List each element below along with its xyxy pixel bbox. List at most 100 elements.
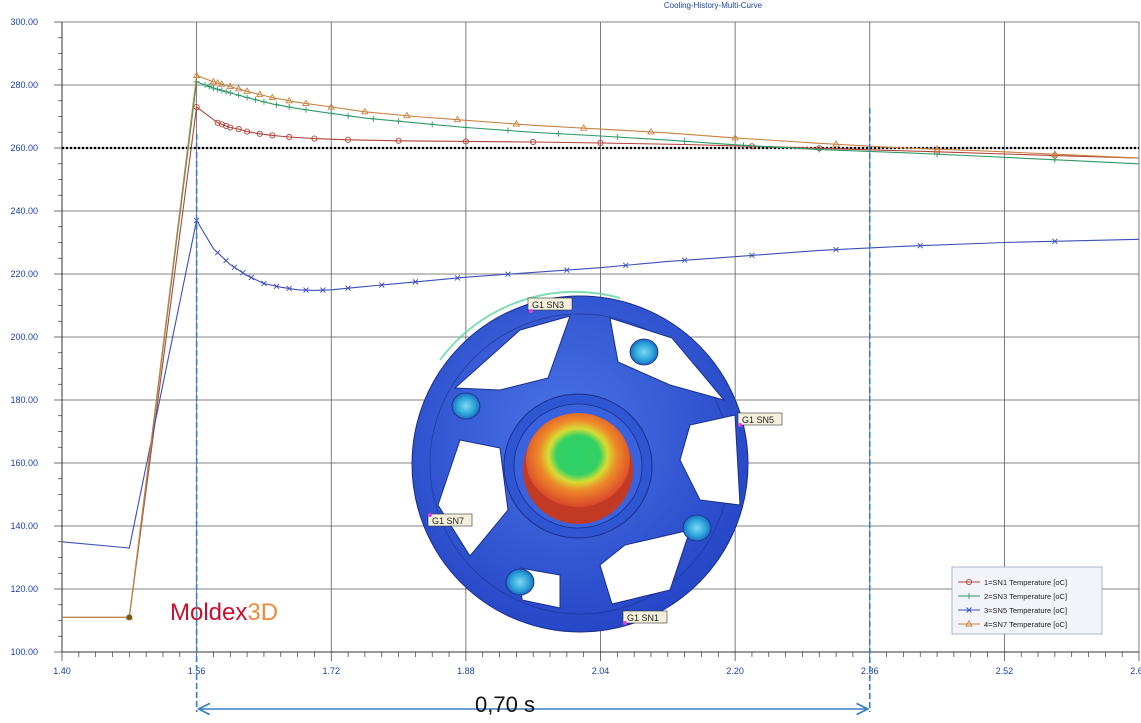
sensor-label-sn5: G1 SN5 — [737, 412, 783, 427]
data-point — [240, 270, 246, 276]
x-tick-label: 2.20 — [726, 666, 744, 676]
svg-text:G1 SN5: G1 SN5 — [742, 415, 774, 425]
data-point — [564, 267, 570, 273]
data-point — [731, 133, 739, 141]
data-point — [234, 84, 243, 92]
legend-item: 1=SN1 Temperature [oC] — [958, 578, 1067, 587]
interval-dimension — [195, 108, 871, 712]
data-point — [1051, 156, 1058, 163]
data-point — [244, 94, 251, 101]
data-point — [243, 87, 251, 94]
series-group — [61, 71, 1140, 621]
x-tick-label: 1.88 — [457, 666, 475, 676]
data-point — [429, 121, 436, 128]
data-point — [286, 285, 292, 292]
data-point — [303, 287, 309, 293]
data-point — [555, 130, 562, 137]
sensor-label-sn3: G1 SN3 — [527, 297, 573, 313]
data-point — [269, 132, 276, 139]
data-point — [227, 124, 234, 131]
data-point — [261, 280, 267, 287]
legend-item: 2=SN3 Temperature [oC] — [958, 592, 1067, 601]
legend-label: 2=SN3 Temperature [oC] — [984, 592, 1067, 601]
data-point — [453, 115, 462, 123]
data-point — [917, 242, 924, 249]
data-point — [256, 130, 263, 137]
data-point — [286, 133, 293, 141]
data-point — [505, 271, 511, 278]
series-3 — [61, 217, 1140, 549]
data-point — [749, 252, 755, 259]
data-point — [622, 262, 629, 269]
data-point — [412, 279, 419, 285]
data-point — [286, 104, 293, 111]
svg-text:G1 SN1: G1 SN1 — [627, 613, 659, 623]
legend-label: 1=SN1 Temperature [oC] — [984, 578, 1067, 587]
data-point — [966, 593, 972, 599]
data-point — [273, 101, 280, 108]
chart-title: Cooling-History-Multi-Curve — [664, 1, 763, 10]
axes: 1.401.561.721.882.042.202.362.522.68100.… — [10, 17, 1141, 676]
data-point — [832, 140, 840, 147]
x-tick-label: 2.04 — [592, 666, 610, 676]
data-point — [345, 112, 352, 119]
sensor-label-sn1: G1 SN1 — [622, 610, 668, 625]
data-point — [214, 119, 221, 126]
data-point — [227, 89, 234, 96]
data-point — [530, 138, 537, 146]
data-point — [193, 104, 200, 111]
data-point — [244, 128, 251, 135]
data-point — [218, 121, 225, 128]
data-point — [579, 124, 588, 131]
y-tick-label: 100.00 — [10, 647, 38, 657]
data-point — [285, 96, 293, 104]
data-point — [504, 127, 511, 134]
svg-text:G1 SN7: G1 SN7 — [432, 516, 464, 526]
svg-text:Moldex3D: Moldex3D — [170, 599, 278, 626]
data-point — [1051, 150, 1059, 157]
data-point — [1052, 238, 1058, 245]
data-point — [226, 82, 235, 90]
y-tick-label: 200.00 — [10, 332, 38, 342]
x-tick-label: 1.40 — [53, 666, 71, 676]
data-point — [302, 99, 310, 106]
y-tick-label: 160.00 — [10, 458, 38, 468]
data-point — [965, 578, 973, 586]
data-point — [378, 282, 385, 288]
legend-label: 4=SN7 Temperature [oC] — [984, 620, 1067, 629]
data-point — [462, 124, 469, 131]
data-point — [933, 145, 941, 152]
data-point — [214, 86, 221, 93]
data-point — [192, 71, 201, 78]
data-point — [361, 107, 369, 115]
series-4 — [62, 71, 1140, 620]
data-point — [320, 287, 326, 293]
data-point — [235, 126, 242, 133]
x-tick-label: 2.68 — [1130, 666, 1141, 676]
data-point — [214, 249, 221, 256]
interval-label: 0,70 s — [475, 692, 535, 717]
part-3d-model — [411, 290, 749, 633]
data-point — [681, 257, 688, 264]
data-point — [833, 246, 839, 253]
data-point — [223, 88, 230, 95]
legend: 1=SN1 Temperature [oC] 2=SN3 Temperature … — [951, 566, 1103, 635]
y-tick-label: 180.00 — [10, 395, 38, 405]
x-tick-label: 2.52 — [996, 666, 1014, 676]
data-point — [218, 80, 226, 87]
y-tick-label: 300.00 — [10, 17, 38, 27]
y-tick-label: 240.00 — [10, 206, 38, 216]
series-line — [62, 74, 1140, 618]
data-point — [223, 122, 230, 129]
data-point — [255, 90, 264, 97]
y-tick-label: 140.00 — [10, 521, 38, 531]
data-point — [681, 138, 688, 145]
legend-label: 3=SN5 Temperature [oC] — [984, 606, 1067, 615]
data-point — [614, 134, 621, 141]
data-point — [268, 93, 277, 101]
y-tick-label: 120.00 — [10, 584, 38, 594]
data-point — [370, 115, 377, 122]
data-point — [647, 127, 655, 135]
data-point — [403, 111, 411, 119]
